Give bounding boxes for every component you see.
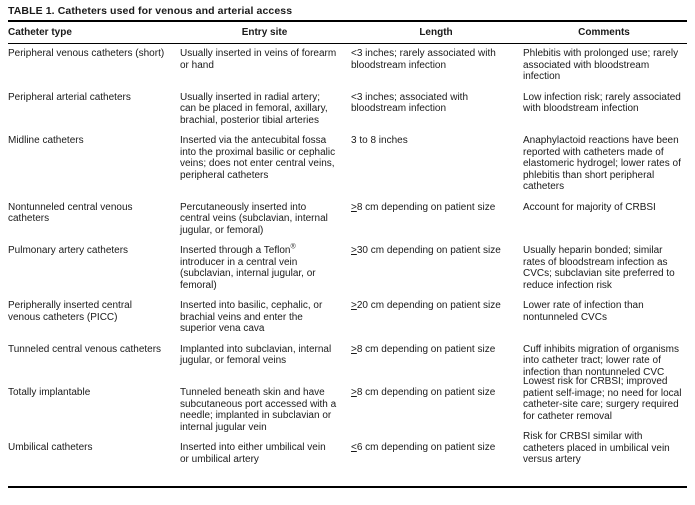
cell-length: 3 to 8 inches xyxy=(351,135,408,146)
cell-length: <3 inches; rarely associated with bloods… xyxy=(351,48,496,71)
cell-catheter-type: Nontunneled central venous catheters xyxy=(8,201,133,225)
cell-comments: Phlebitis with prolonged use; rarely ass… xyxy=(523,48,679,82)
cell-entry-site: Usually inserted in radial artery; can b… xyxy=(180,91,328,126)
cell-comments: Lower rate of infection than nontunneled… xyxy=(523,300,644,323)
table-row: Peripheral venous catheters (short) Usua… xyxy=(8,44,687,92)
cell-length: >30 cm depending on patient size xyxy=(351,245,501,256)
column-header-comments: Comments xyxy=(523,21,687,44)
cell-entry-site: Implanted into subclavian, internal jugu… xyxy=(180,343,332,367)
column-header-length: Length xyxy=(351,21,523,44)
table-row: Midline catheters Inserted via the antec… xyxy=(8,135,687,202)
table-row: Tunneled central venous catheters Implan… xyxy=(8,344,687,388)
table-body: Peripheral venous catheters (short) Usua… xyxy=(8,44,687,487)
cell-catheter-type: Umbilical catheters xyxy=(8,442,93,453)
cell-length: >8 cm depending on patient size xyxy=(351,343,496,355)
catheters-table: Catheter type Entry site Length Comments… xyxy=(8,20,687,488)
document-page: TABLE 1. Catheters used for venous and a… xyxy=(8,5,687,488)
header-row: Catheter type Entry site Length Comments xyxy=(8,21,687,44)
table-row: Peripherally inserted central venous cat… xyxy=(8,300,687,344)
cell-comments: Account for majority of CRBSI xyxy=(523,201,656,213)
table-row: Umbilical catheters Inserted into either… xyxy=(8,431,687,487)
cell-comments: Anaphylactoid reactions have been report… xyxy=(523,135,681,192)
table-row: Totally implantable Tunneled beneath ski… xyxy=(8,376,687,442)
cell-comments: Low infection risk; rarely associated wi… xyxy=(523,91,681,115)
cell-comments: Lowest risk for CRBSI; improved patient … xyxy=(523,376,682,422)
cell-entry-site: Percutaneously inserted into central vei… xyxy=(180,201,328,236)
table-row: Pulmonary artery catheters Inserted thro… xyxy=(8,243,687,300)
cell-comments: Usually heparin bonded; similar rates of… xyxy=(523,245,675,291)
cell-length: >8 cm depending on patient size xyxy=(351,387,496,398)
cell-entry-site: Inserted into either umbilical vein or u… xyxy=(180,442,326,465)
cell-catheter-type: Peripheral arterial catheters xyxy=(8,91,131,103)
cell-comments: Risk for CRBSI similar with catheters pl… xyxy=(523,431,670,465)
cell-catheter-type: Midline catheters xyxy=(8,135,84,146)
table-row: Peripheral arterial catheters Usually in… xyxy=(8,92,687,136)
cell-catheter-type: Peripheral venous catheters (short) xyxy=(8,48,165,59)
cell-entry-site: Inserted through a Teflon® introducer in… xyxy=(180,243,316,291)
table-header: Catheter type Entry site Length Comments xyxy=(8,21,687,44)
cell-length: >20 cm depending on patient size xyxy=(351,300,501,311)
cell-catheter-type: Peripherally inserted central venous cat… xyxy=(8,300,132,323)
cell-entry-site: Tunneled beneath skin and have subcutane… xyxy=(180,387,337,433)
cell-entry-site: Usually inserted in veins of forearm or … xyxy=(180,48,337,71)
table-title: TABLE 1. Catheters used for venous and a… xyxy=(8,5,293,17)
cell-length: <6 cm depending on patient size xyxy=(351,442,496,453)
cell-catheter-type: Pulmonary artery catheters xyxy=(8,245,129,256)
cell-entry-site: Inserted via the antecubital fossa into … xyxy=(180,135,336,181)
column-header-entry-site: Entry site xyxy=(180,21,351,44)
cell-comments: Cuff inhibits migration of organisms int… xyxy=(523,343,679,378)
cell-length: <3 inches; associated with bloodstream i… xyxy=(351,91,469,115)
cell-catheter-type: Totally implantable xyxy=(8,387,91,398)
table-row: Nontunneled central venous catheters Per… xyxy=(8,202,687,246)
cell-length: >8 cm depending on patient size xyxy=(351,201,496,213)
cell-catheter-type: Tunneled central venous catheters xyxy=(8,343,162,355)
column-header-catheter-type: Catheter type xyxy=(8,21,180,44)
cell-entry-site: Inserted into basilic, cephalic, or brac… xyxy=(180,300,323,334)
